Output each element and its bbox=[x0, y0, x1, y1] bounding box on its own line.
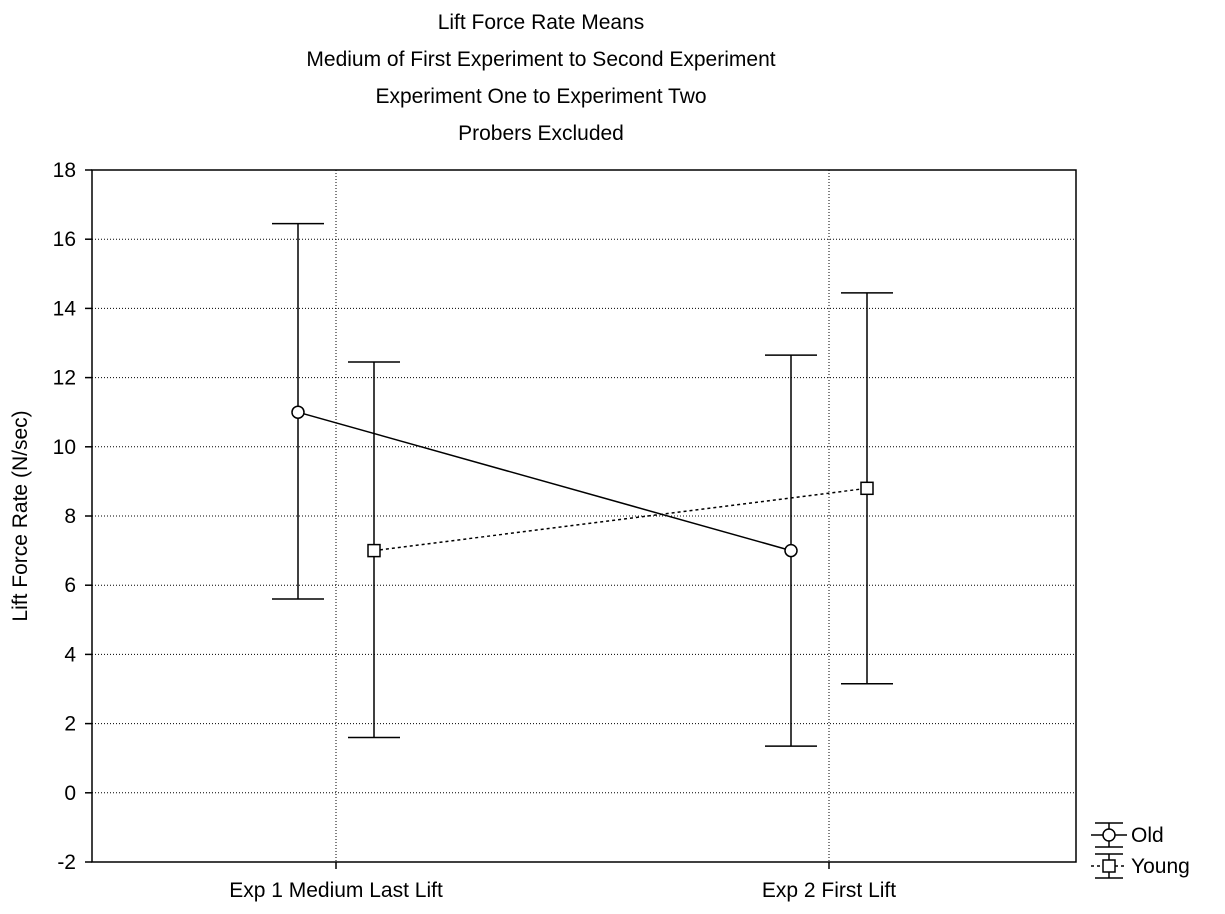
legend-label: Old bbox=[1131, 824, 1164, 847]
chart-title-line-2: Medium of First Experiment to Second Exp… bbox=[306, 48, 775, 71]
y-tick-label: -2 bbox=[57, 851, 76, 874]
series-line-old bbox=[297, 411, 792, 552]
chart-title-line-4: Probers Excluded bbox=[458, 122, 624, 145]
grid bbox=[92, 170, 1076, 862]
legend-label: Young bbox=[1131, 855, 1190, 878]
legend-item-young: Young bbox=[1091, 853, 1190, 879]
series-young bbox=[348, 292, 893, 739]
y-tick-label: 18 bbox=[53, 159, 76, 182]
series-line-young bbox=[373, 487, 868, 552]
y-axis-label: Lift Force Rate (N/sec) bbox=[9, 410, 32, 621]
y-tick-label: 12 bbox=[53, 367, 76, 390]
y-tick-label: 10 bbox=[53, 436, 76, 459]
y-tick-label: 0 bbox=[64, 782, 76, 805]
series-layer bbox=[272, 222, 893, 747]
legend-marker bbox=[1102, 828, 1116, 842]
x-tick-label: Exp 1 Medium Last Lift bbox=[229, 879, 443, 902]
y-tick-label: 6 bbox=[64, 574, 76, 597]
chart-title: Lift Force Rate Means Medium of First Ex… bbox=[306, 11, 775, 145]
y-tick-label: 8 bbox=[64, 505, 76, 528]
data-point bbox=[291, 405, 305, 419]
data-point bbox=[367, 543, 381, 558]
chart-title-line-1: Lift Force Rate Means bbox=[438, 11, 645, 34]
data-point bbox=[784, 543, 798, 558]
series-old bbox=[272, 222, 817, 747]
legend-marker bbox=[1102, 859, 1116, 873]
legend-item-old: Old bbox=[1091, 822, 1164, 848]
y-tick-label: 4 bbox=[64, 643, 76, 666]
y-tick-label: 14 bbox=[53, 297, 77, 320]
data-point bbox=[860, 481, 874, 496]
legend: Old Young bbox=[1091, 822, 1190, 879]
axes: -2 0 2 4 6 8 10 12 14 16 18 Exp 1 Medium Last Lift E… bbox=[53, 159, 1077, 902]
y-tick-label: 2 bbox=[64, 713, 76, 736]
y-tick-label: 16 bbox=[53, 228, 76, 251]
chart-title-line-3: Experiment One to Experiment Two bbox=[375, 85, 706, 108]
x-tick-label: Exp 2 First Lift bbox=[762, 879, 896, 902]
